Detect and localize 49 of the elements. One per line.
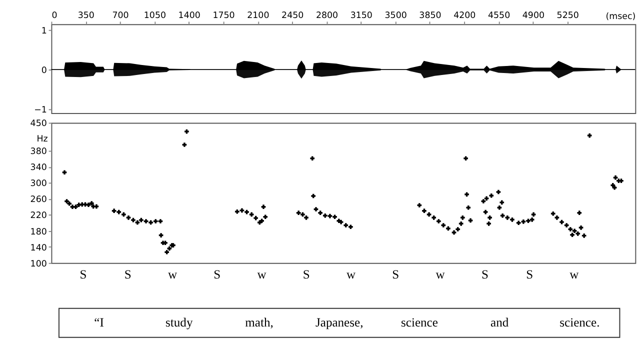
x-tick-label: 2450 xyxy=(282,10,304,21)
x-tick-label: 1400 xyxy=(178,10,200,21)
x-tick-label: 700 xyxy=(112,10,129,21)
y-tick-label: 300 xyxy=(30,179,47,190)
text: Japanese, xyxy=(315,316,364,330)
text: and xyxy=(490,316,510,330)
x-tick-label: 2800 xyxy=(316,10,338,21)
text: science. xyxy=(560,316,600,330)
x-tick-label: 5250 xyxy=(556,10,579,21)
text: “I xyxy=(94,316,104,330)
text: w xyxy=(570,267,579,282)
text: S xyxy=(214,267,221,282)
x-tick-label: 350 xyxy=(78,10,94,21)
text: w xyxy=(346,267,356,282)
text: S xyxy=(80,267,87,282)
y-tick-label: −1 xyxy=(34,105,47,116)
text: S xyxy=(392,267,400,282)
text: S xyxy=(302,267,310,282)
y-axis-title: Hz xyxy=(36,134,48,145)
text: S xyxy=(526,267,534,282)
y-tick-label: 260 xyxy=(30,195,47,206)
y-tick-label: 220 xyxy=(30,211,47,222)
x-tick-label: 4550 xyxy=(488,10,510,21)
y-tick-label: 140 xyxy=(30,243,47,254)
y-tick-label: 0 xyxy=(41,66,47,76)
y-tick-label: 180 xyxy=(30,227,47,238)
text: science xyxy=(401,316,438,330)
x2-axis-title: (msec) xyxy=(606,12,636,22)
text: w xyxy=(436,267,445,282)
x-tick-label: 4200 xyxy=(454,10,476,21)
y-tick-label: 340 xyxy=(30,163,47,174)
x-tick-label: 0 xyxy=(52,10,58,21)
x-tick-label: 3500 xyxy=(384,10,407,21)
x-tick-label: 1750 xyxy=(212,10,235,21)
x-tick-label: 2100 xyxy=(247,10,270,21)
text: study xyxy=(166,316,194,330)
text: w xyxy=(257,267,266,282)
text: w xyxy=(168,267,178,282)
y-tick-label: 450 xyxy=(30,119,47,130)
text: S xyxy=(481,267,488,282)
x-tick-label: 1050 xyxy=(144,10,166,21)
x-tick-label: 4900 xyxy=(522,10,544,21)
x-tick-label: 3150 xyxy=(350,10,372,21)
y-tick-label: 100 xyxy=(30,259,47,270)
text: math, xyxy=(245,316,274,330)
y-tick-label: 380 xyxy=(30,147,47,158)
text: S xyxy=(124,267,132,282)
y-tick-label: 1 xyxy=(41,26,47,36)
x-tick-label: 3850 xyxy=(419,10,442,21)
